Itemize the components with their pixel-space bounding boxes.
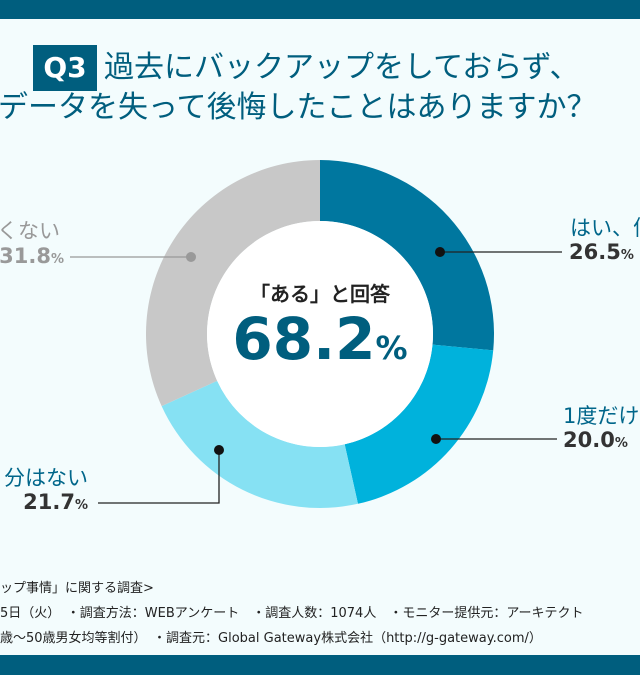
- leader-line-2: [98, 450, 220, 504]
- label-slice-3: くない: [0, 219, 60, 243]
- value-slice-3: 31.8%: [0, 244, 64, 268]
- donut-slice-0: [320, 160, 494, 351]
- center-value: 68.2%: [200, 305, 440, 373]
- footer-line-2: 5日（火） ・調査方法：WEBアンケート ・調査人数：1074人 ・モニター提供…: [0, 606, 584, 621]
- title-line-2: データを失って後悔したことはありますか？: [0, 90, 597, 125]
- center-number: 68.2: [232, 305, 376, 373]
- value-slice-1: 20.0%: [563, 428, 628, 452]
- donut-hole: [207, 221, 433, 447]
- leader-dot-3: [186, 252, 196, 262]
- top-bar: [0, 0, 640, 19]
- center-label: 「ある」と回答: [250, 282, 390, 306]
- donut-slice-1: [344, 344, 494, 504]
- donut-slice-2: [161, 380, 358, 508]
- value-slice-0: 26.5%: [569, 240, 634, 264]
- donut-slice-3: [145, 160, 320, 407]
- label-slice-1: 1度だけ: [563, 404, 640, 428]
- title-line-1: 過去にバックアップをしておらず、: [104, 50, 580, 85]
- label-slice-0: はい、何: [570, 216, 640, 240]
- value-slice-2: 21.7%: [23, 490, 88, 514]
- footer-line-3: 歳～50歳男女均等割付） ・調査元：Global Gateway株式会社（htt…: [0, 631, 542, 646]
- question-badge: Q3: [33, 45, 97, 91]
- leader-dot-0: [435, 247, 445, 257]
- center-unit: %: [375, 329, 408, 367]
- bottom-bar: [0, 655, 640, 675]
- leader-dot-2: [214, 445, 224, 455]
- footer-line-1: ップ事情」に関する調査>: [0, 581, 154, 596]
- label-slice-2: 分はない: [4, 466, 88, 490]
- leader-dot-1: [431, 434, 441, 444]
